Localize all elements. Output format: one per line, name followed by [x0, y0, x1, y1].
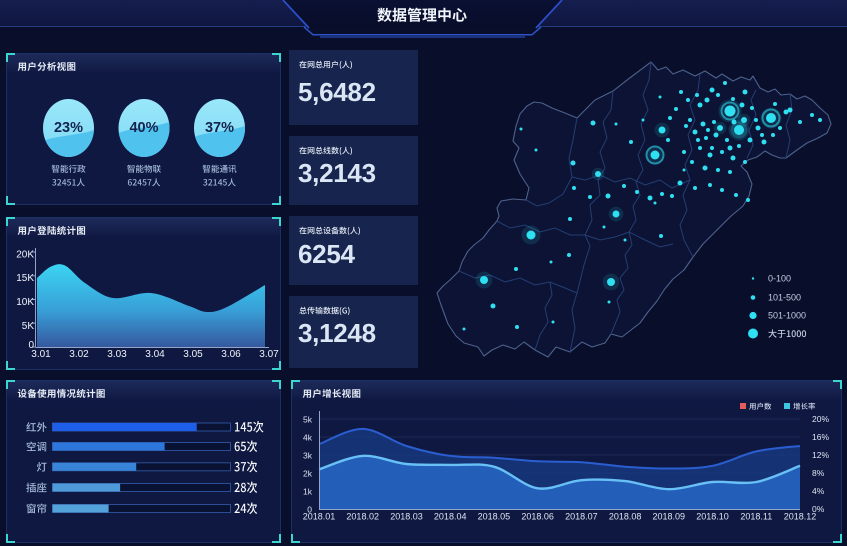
- svg-text:101-500: 101-500: [768, 293, 801, 303]
- svg-text:2018.12: 2018.12: [784, 512, 817, 522]
- svg-text:2018.08: 2018.08: [609, 512, 642, 522]
- svg-text:40%: 40%: [129, 120, 158, 136]
- svg-text:5K: 5K: [22, 321, 35, 332]
- svg-text:2k: 2k: [303, 469, 313, 479]
- svg-text:37%: 37%: [205, 120, 234, 136]
- svg-text:3.01: 3.01: [31, 349, 51, 360]
- svg-text:2018.05: 2018.05: [478, 512, 511, 522]
- svg-text:12%: 12%: [812, 450, 829, 460]
- svg-text:2018.01: 2018.01: [303, 512, 336, 522]
- svg-text:3.06: 3.06: [221, 349, 241, 360]
- svg-text:2018.10: 2018.10: [696, 512, 729, 522]
- svg-text:3.04: 3.04: [145, 349, 165, 360]
- svg-text:5k: 5k: [303, 415, 313, 425]
- svg-text:1k: 1k: [303, 487, 313, 497]
- svg-text:20%: 20%: [812, 414, 829, 424]
- svg-text:2018.06: 2018.06: [521, 512, 554, 522]
- svg-text:20K: 20K: [16, 250, 34, 261]
- svg-text:2018.04: 2018.04: [434, 512, 467, 522]
- svg-text:10K: 10K: [16, 297, 34, 308]
- svg-text:4%: 4%: [812, 486, 825, 496]
- svg-text:3.05: 3.05: [183, 349, 203, 360]
- svg-text:0: 0: [28, 340, 34, 351]
- svg-text:4k: 4k: [303, 433, 313, 443]
- svg-text:3.03: 3.03: [107, 349, 127, 360]
- svg-text:2018.02: 2018.02: [346, 512, 379, 522]
- svg-text:0%: 0%: [812, 504, 825, 514]
- svg-text:16%: 16%: [812, 432, 829, 442]
- svg-text:8%: 8%: [812, 468, 825, 478]
- svg-text:0-100: 0-100: [768, 274, 791, 284]
- svg-text:3.07: 3.07: [259, 349, 279, 360]
- svg-text:23%: 23%: [54, 120, 83, 136]
- svg-text:0: 0: [307, 505, 312, 515]
- svg-text:2018.11: 2018.11: [740, 512, 772, 522]
- svg-text:3.02: 3.02: [69, 349, 89, 360]
- svg-text:2018.03: 2018.03: [390, 512, 423, 522]
- svg-text:2018.07: 2018.07: [565, 512, 598, 522]
- svg-text:2018.09: 2018.09: [653, 512, 686, 522]
- svg-text:501-1000: 501-1000: [768, 311, 806, 321]
- svg-text:3k: 3k: [303, 451, 313, 461]
- svg-text:15K: 15K: [16, 273, 34, 284]
